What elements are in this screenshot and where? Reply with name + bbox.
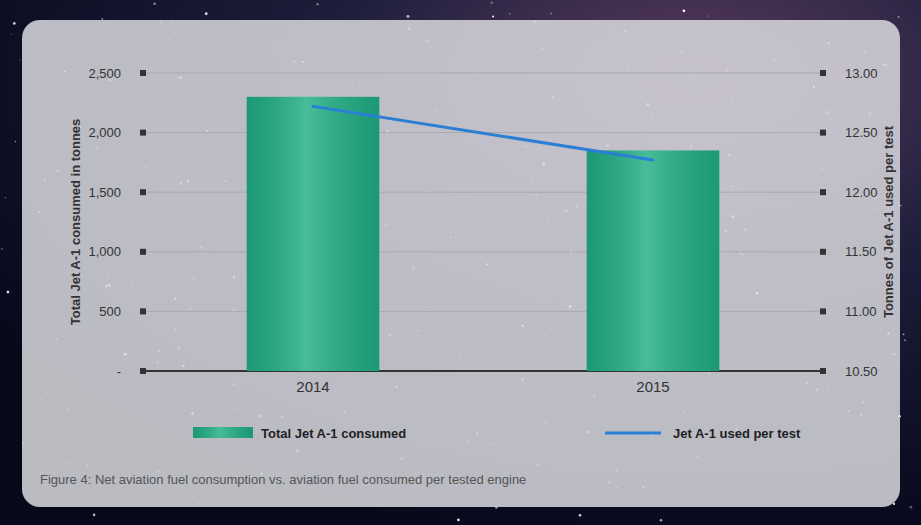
bar-shade bbox=[587, 150, 720, 371]
tick-mark bbox=[140, 249, 146, 255]
axis-line bbox=[143, 370, 823, 372]
tick-mark bbox=[820, 70, 826, 76]
star bbox=[5, 197, 7, 199]
star bbox=[903, 333, 905, 335]
star bbox=[509, 13, 511, 15]
bar bbox=[247, 97, 380, 371]
star bbox=[708, 15, 709, 16]
star bbox=[579, 514, 582, 517]
star bbox=[683, 9, 686, 12]
star bbox=[1, 248, 3, 250]
chart: - 500 1,000 1,500 2,000 2,500 10.50 11.00 11.50 1… bbox=[0, 0, 921, 525]
stars bbox=[1, 1, 912, 521]
tick-label: 2,000 bbox=[88, 125, 121, 140]
star bbox=[492, 16, 494, 18]
grid-line bbox=[143, 251, 823, 252]
tick-label: 2,500 bbox=[88, 66, 121, 81]
caption: Figure 4: Net aviation fuel consumption … bbox=[40, 472, 526, 487]
tick-label: 12.50 bbox=[845, 125, 878, 140]
axis-title: Total Jet A-1 consumed in tonnes bbox=[68, 119, 83, 326]
tick-mark bbox=[820, 308, 826, 314]
tick-mark bbox=[820, 189, 826, 195]
tick-label: 12.00 bbox=[845, 185, 878, 200]
legend-label: Jet A-1 used per test bbox=[673, 426, 801, 441]
tick-mark bbox=[820, 130, 826, 136]
star bbox=[15, 141, 16, 142]
star bbox=[490, 1, 493, 4]
star bbox=[7, 291, 10, 294]
star bbox=[93, 514, 96, 517]
line bbox=[313, 106, 653, 160]
star bbox=[153, 2, 155, 4]
legend-swatch bbox=[605, 432, 661, 435]
star bbox=[893, 503, 895, 505]
legend-label: Total Jet A-1 consumed bbox=[261, 426, 406, 441]
tick-label: 1,500 bbox=[88, 185, 121, 200]
tick-mark bbox=[140, 189, 146, 195]
tick-label: 10.50 bbox=[845, 364, 878, 379]
star bbox=[550, 13, 552, 15]
star bbox=[205, 12, 208, 15]
category-label: 2014 bbox=[296, 378, 329, 395]
tick-label: 11.00 bbox=[845, 304, 877, 319]
star bbox=[909, 506, 912, 509]
background bbox=[0, 0, 921, 525]
tick-mark bbox=[820, 249, 826, 255]
bar-shade bbox=[247, 97, 380, 371]
tick-mark bbox=[140, 308, 146, 314]
grid-line bbox=[143, 192, 823, 193]
star bbox=[900, 205, 901, 206]
tick-label: 500 bbox=[99, 304, 121, 319]
legend-swatch bbox=[193, 427, 253, 438]
grid-line bbox=[143, 311, 823, 312]
star bbox=[102, 18, 103, 19]
star bbox=[660, 519, 663, 522]
tick-label: 11.50 bbox=[845, 244, 877, 259]
grid-line bbox=[143, 73, 823, 74]
tick-mark bbox=[140, 130, 146, 136]
legend-swatch-shade bbox=[193, 427, 253, 438]
star bbox=[904, 339, 906, 341]
tick-label: - bbox=[117, 364, 121, 379]
tick-label: 13.00 bbox=[845, 66, 878, 81]
category-label: 2015 bbox=[636, 378, 669, 395]
star bbox=[19, 60, 20, 61]
bar bbox=[587, 150, 720, 371]
panel bbox=[22, 20, 900, 507]
star bbox=[407, 15, 410, 18]
tick-label: 1,000 bbox=[88, 244, 121, 259]
plot-area bbox=[247, 97, 720, 371]
tick-mark bbox=[140, 70, 146, 76]
star bbox=[317, 3, 319, 5]
star bbox=[10, 33, 12, 35]
star bbox=[13, 22, 16, 25]
axis-title: Tonnes of Jet A-1 used per test bbox=[881, 125, 896, 318]
star bbox=[898, 16, 900, 18]
star bbox=[457, 519, 460, 522]
